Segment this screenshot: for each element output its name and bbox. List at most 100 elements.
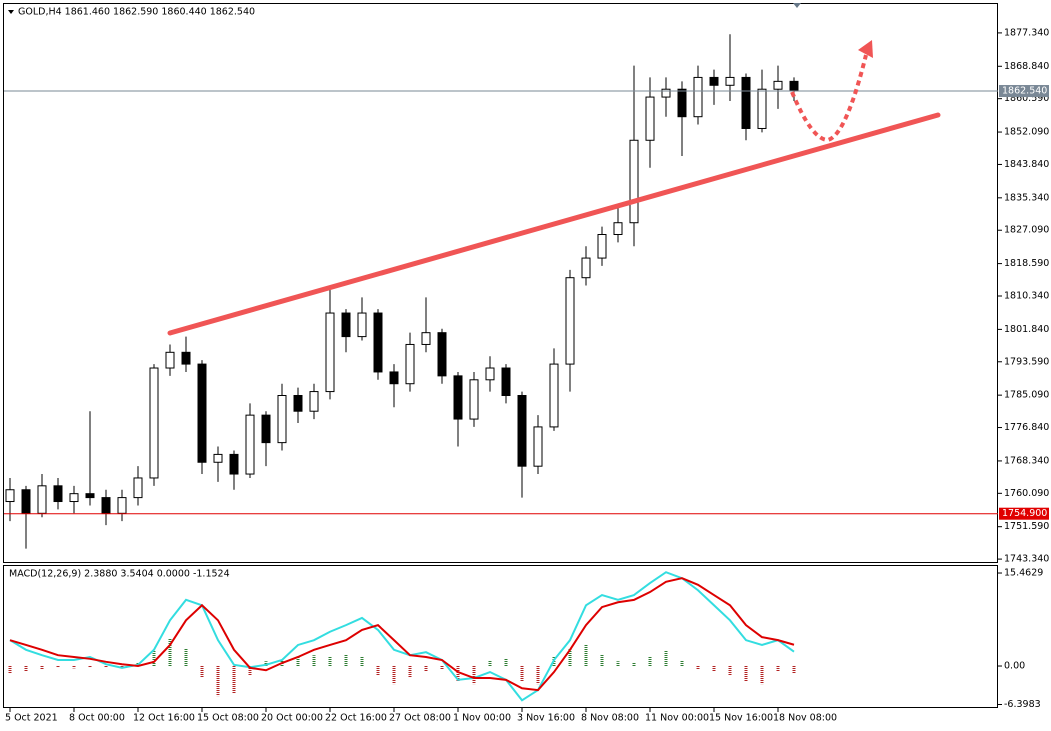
y-tick-label: 1818.590 [1004, 258, 1049, 269]
y-tick-label: 1810.340 [1004, 290, 1049, 301]
x-tick-label: 5 Oct 2021 [5, 713, 58, 724]
candle-body [149, 367, 159, 479]
x-tick-label: 15 Oct 08:00 [197, 713, 259, 724]
candle-body [261, 414, 271, 444]
candle-body [661, 88, 671, 98]
y-tick-label: 15.4629 [1004, 568, 1043, 579]
shift-marker [793, 3, 801, 8]
y-tick-label: 1843.840 [1004, 159, 1049, 170]
candle-body [741, 76, 751, 129]
x-tick-label: 22 Oct 16:00 [325, 713, 387, 724]
macd-frame [3, 565, 998, 708]
chart-title: GOLD,H4 1861.460 1862.590 1860.440 1862.… [18, 7, 255, 18]
y-tick-label: 1776.840 [1004, 422, 1049, 433]
candle-body [37, 485, 47, 514]
x-tick-label: 8 Nov 08:00 [581, 713, 639, 724]
level-label: 1754.900 [1002, 508, 1047, 519]
y-tick-label: 1785.090 [1004, 390, 1049, 401]
x-tick-label: 1 Nov 00:00 [453, 713, 511, 724]
x-tick-label: 11 Nov 00:00 [645, 713, 709, 724]
marks: 1877.340 1868.840 1860.590 1852.090 1843.840… [4, 27, 1049, 724]
level-label-box [999, 85, 1049, 98]
y-tick-label: 1852.090 [1004, 127, 1049, 138]
y-tick-label: 1743.340 [1004, 554, 1049, 565]
macd-line [9, 577, 795, 692]
candle-body [357, 312, 367, 338]
candle-body [517, 395, 527, 467]
y-tick-label: 1760.090 [1004, 488, 1049, 499]
candle-body [389, 371, 399, 385]
x-tick-label: 27 Oct 08:00 [389, 713, 451, 724]
y-tick-label: 1835.340 [1004, 192, 1049, 203]
trend-line [167, 112, 941, 336]
y-tick-label: 1793.590 [1004, 356, 1049, 367]
projection-arrow [790, 54, 868, 143]
candle-body [629, 139, 639, 224]
candle-body [277, 395, 287, 444]
candle-body [645, 96, 655, 141]
candle-body [597, 234, 607, 259]
x-tick-label: 15 Nov 16:00 [709, 713, 773, 724]
level-label: 1862.540 [1002, 86, 1047, 97]
y-tick-label: 1860.590 [1004, 93, 1049, 104]
candle-body [69, 493, 79, 503]
candle-body [533, 426, 543, 467]
candle-body [677, 88, 687, 118]
candle-body [709, 76, 719, 86]
candle-body [165, 351, 175, 369]
candle-body [453, 375, 463, 420]
candle-body [325, 312, 335, 393]
candle-body [101, 497, 111, 514]
level-label-box [999, 507, 1049, 520]
candle-body [501, 367, 511, 397]
candle-body [197, 363, 207, 463]
y-tick-label: -6.3983 [1004, 699, 1041, 710]
x-tick-label: 18 Nov 08:00 [773, 713, 837, 724]
x-tick-label: 20 Oct 00:00 [261, 713, 323, 724]
candle-body [181, 351, 191, 365]
menu-triangle [8, 10, 14, 14]
y-tick-label: 1751.590 [1004, 521, 1049, 532]
macd-line [9, 571, 795, 702]
candle-body [725, 76, 735, 86]
candle-body [309, 391, 319, 412]
y-tick-label: 1877.340 [1004, 27, 1049, 38]
candle-body [757, 88, 767, 129]
candle-body [21, 489, 31, 514]
candle-body [213, 453, 223, 463]
candle-body [693, 76, 703, 118]
candle-body [53, 485, 63, 503]
candle-body [549, 363, 559, 428]
macd-title: MACD(12,26,9) 2.3880 3.5404 0.0000 -1.15… [9, 569, 230, 580]
arrow-head [858, 40, 873, 58]
candle-body [85, 493, 95, 499]
candle-body [581, 257, 591, 279]
candle-body [5, 489, 15, 503]
y-tick-label: 1768.340 [1004, 455, 1049, 466]
y-tick-label: 1827.090 [1004, 225, 1049, 236]
x-tick-label: 12 Oct 16:00 [133, 713, 195, 724]
candle-body [405, 343, 415, 385]
x-tick-label: 3 Nov 16:00 [517, 713, 575, 724]
candle-body [293, 395, 303, 412]
candle-body [229, 453, 239, 475]
price-frame [3, 3, 998, 563]
candle-body [437, 332, 447, 377]
candle-body [341, 312, 351, 338]
candle-body [421, 332, 431, 345]
y-tick-label: 0.00 [1004, 661, 1025, 672]
candle-body [789, 80, 799, 92]
candle-body [373, 312, 383, 373]
candle-body [117, 497, 127, 514]
candle-body [133, 477, 143, 499]
candle-body [773, 80, 783, 90]
candle-body [485, 367, 495, 381]
y-tick-label: 1801.840 [1004, 324, 1049, 335]
candle-body [565, 277, 575, 365]
candle-body [613, 222, 623, 236]
candle-body [469, 379, 479, 420]
candle-body [245, 414, 255, 475]
y-tick-label: 1868.840 [1004, 61, 1049, 72]
